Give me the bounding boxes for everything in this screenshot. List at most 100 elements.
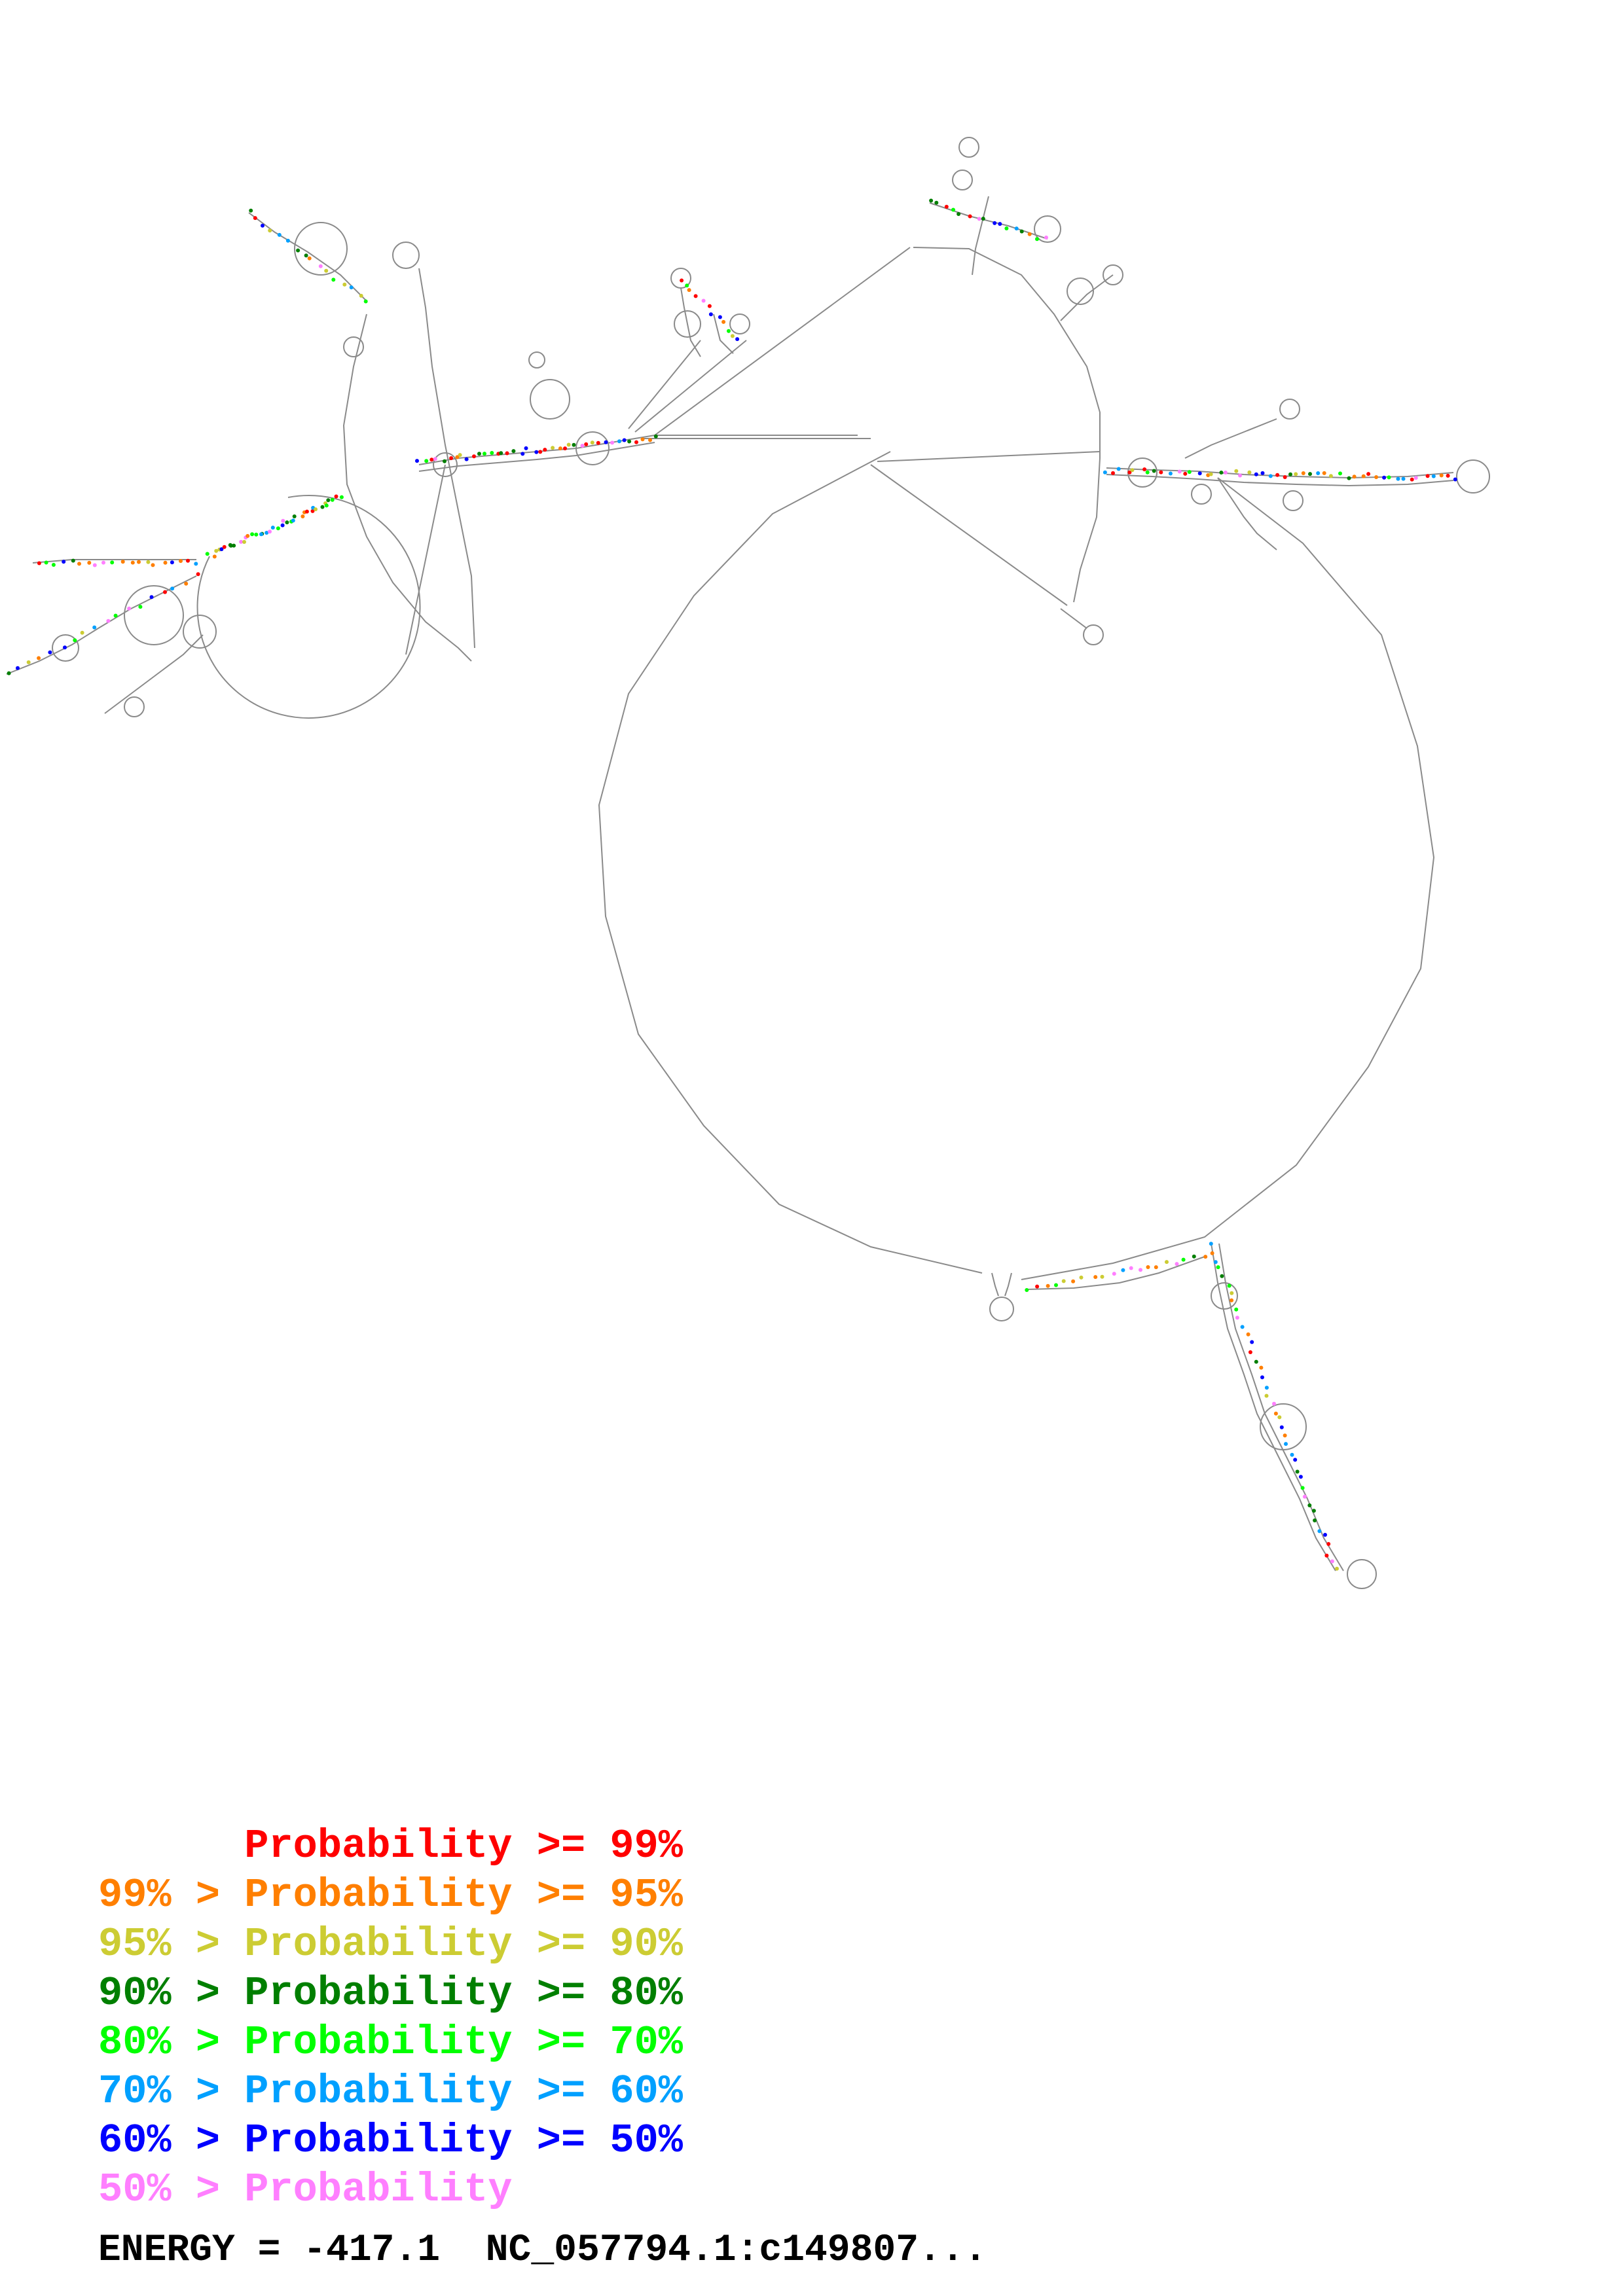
nucleotide-dot [1146,1265,1150,1269]
nucleotide-dot [1326,1542,1331,1546]
nucleotide-dot [735,337,740,342]
legend-gap [513,1872,537,1918]
nucleotide-dot [455,455,460,459]
central-helix [418,351,655,477]
nucleotide-dot [1203,1255,1208,1259]
nucleotide-dot [1302,1494,1307,1499]
lower-right-stem [989,1243,1377,1589]
nucleotide-dot [1259,1365,1264,1370]
legend-label: Probability [244,2068,513,2115]
nucleotide-dot [1129,1266,1133,1270]
nucleotide-dot [130,560,135,565]
nucleotide-dot [687,288,691,293]
legend-suffix: >= 95% [536,1872,683,1918]
nucleotide-dot [301,514,305,518]
nucleotide-dot [120,560,125,564]
nucleotide-dot [604,440,608,444]
nucleotide-dot [339,495,344,499]
nucleotide-dot [551,446,555,450]
nucleotide-dot [534,450,539,454]
nucleotide-dot [957,212,961,216]
nucleotide-dot [634,440,638,444]
nucleotide-dot [1290,1452,1294,1457]
nucleotide-dot [1446,473,1450,478]
nucleotide-dot [1322,471,1326,475]
nucleotide-dot [232,543,236,548]
nucleotide-dot [524,446,528,450]
nucleotide-dot [246,533,250,538]
sequence-id: NC_057794.1:c149807... [485,2229,987,2272]
nucleotide-dot [304,253,308,258]
nucleotide-dot [1100,1274,1104,1279]
legend-row: Probability >= 99% [98,1826,683,1867]
nucleotide-dot [707,304,712,308]
nucleotide-dot [249,208,253,213]
nucleotide-dot [505,451,509,456]
top-middle-cluster [670,268,750,357]
nucleotide-dot [163,560,168,565]
nucleotide-dot [296,248,301,253]
nucleotide-dot [146,560,151,564]
legend-label: Probability [244,1970,513,2017]
nucleotide-dot [259,532,263,537]
nucleotide-dot [1264,1393,1269,1398]
nucleotide-dot [563,446,567,451]
legend-prefix-pad [220,2068,244,2115]
legend-gap [513,1823,537,1869]
nucleotide-dot [472,454,476,459]
legend-prefix-pad [220,1872,244,1918]
nucleotide-dot [929,198,934,203]
nucleotide-dot [483,452,486,456]
nucleotide-dot [1004,226,1009,230]
nucleotide-dot [359,293,363,298]
legend-gap [513,2117,537,2164]
nucleotide-dot [1361,474,1366,478]
nucleotide-dot [1316,471,1321,475]
nucleotide-dot [1413,476,1418,480]
nucleotide-dot [627,439,632,444]
nucleotide-dot [270,526,275,530]
nucleotide-dot [37,656,41,660]
nucleotide-dot [433,457,437,461]
nucleotide-dot [617,439,621,444]
legend-prefix: 80% > [98,2019,221,2066]
legend-row: 50% > Probability [98,2170,537,2210]
nucleotide-dot [170,560,174,565]
legend-prefix: 95% > [98,1921,221,1967]
top-right-cluster [929,137,1123,321]
nucleotide-dot [693,294,698,298]
right-arm [1106,399,1490,550]
nucleotide-dot [580,444,585,448]
nucleotide-dot [968,214,972,219]
nucleotide-dot [1298,1475,1303,1479]
nucleotide-dot [324,268,329,273]
nucleotide-dot [276,526,280,531]
nucleotide-dot [292,514,297,518]
nucleotide-dot [1025,1288,1029,1292]
legend-prefix: 90% > [98,1970,221,2017]
nucleotide-dot [1295,1469,1300,1474]
nucleotide-dot [1044,235,1048,240]
legend-suffix: >= 50% [536,2117,683,2164]
nucleotide-dot [73,638,77,643]
nucleotide-dot [1247,470,1252,475]
nucleotide-dot [261,223,264,228]
legend-gap [513,1970,537,2017]
nucleotide-dot [1311,1509,1316,1513]
nucleotide-dot [1093,1275,1098,1280]
nucleotide-dot [1046,1283,1050,1288]
nucleotide-dot [1301,471,1305,475]
nucleotide-dot [1230,1291,1234,1295]
nucleotide-dot [1159,470,1163,475]
nucleotide-dot [477,452,481,456]
nucleotide-dot [1177,469,1182,474]
nucleotide-dot [1139,1268,1142,1272]
nucleotide-dot [222,545,227,549]
nucleotide-dot [1175,1262,1179,1266]
nucleotide-dot [26,660,31,664]
nucleotide-dot [1288,472,1292,476]
nucleotide-dot [1254,472,1258,476]
nucleotide-dot [1260,471,1265,475]
nucleotide-dot [443,459,447,463]
legend-row: 70% > Probability >= 60% [98,2072,683,2112]
